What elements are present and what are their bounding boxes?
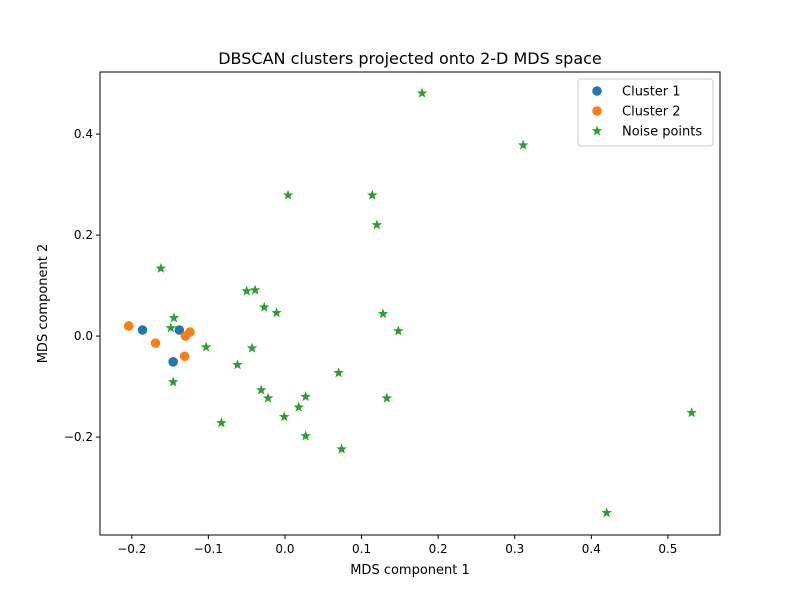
cluster-point: [185, 327, 195, 337]
cluster-point: [150, 338, 161, 348]
noise-point: [271, 307, 282, 318]
cluster-point: [168, 357, 178, 367]
y-axis-label: MDS component 2: [36, 244, 51, 364]
noise-point: [371, 219, 383, 230]
chart-title: DBSCAN clusters projected onto 2-D MDS s…: [218, 49, 602, 68]
x-tick-label: 0.0: [275, 542, 294, 556]
plot-frame: [99, 71, 721, 536]
noise-point: [259, 301, 270, 312]
noise-point: [381, 392, 393, 403]
noise-point: [155, 262, 167, 273]
noise-point: [367, 189, 378, 200]
x-tick-label: 0.4: [582, 542, 601, 556]
noise-point: [167, 376, 179, 387]
noise-point: [246, 342, 258, 353]
noise-point: [416, 87, 428, 98]
x-axis-label: MDS component 1: [350, 563, 470, 578]
y-tick-label: 0.0: [74, 329, 93, 343]
legend: Cluster 1 Cluster 2 Noise points: [577, 78, 714, 147]
noise-point: [168, 312, 180, 323]
noise-point: [686, 407, 697, 418]
noise-point: [300, 391, 311, 402]
noise-point: [216, 417, 227, 428]
noise-point: [278, 411, 290, 422]
noise-point: [601, 507, 612, 518]
noise-point: [377, 308, 389, 319]
noise-point: [517, 139, 529, 150]
noise-point: [333, 367, 344, 378]
y-tick-label: −0.2: [64, 430, 93, 444]
cluster-point: [137, 325, 148, 335]
series-noise-points: [155, 87, 697, 518]
x-tick-label: 0.3: [505, 542, 524, 556]
noise-point: [255, 384, 267, 395]
noise-point: [262, 392, 274, 403]
noise-point: [336, 443, 347, 454]
legend-marker: [592, 86, 602, 96]
legend-frame: [577, 78, 714, 147]
x-tick-label: −0.2: [117, 542, 146, 556]
noise-point: [249, 284, 261, 295]
noise-point: [282, 189, 294, 200]
y-tick-label: 0.2: [74, 228, 93, 242]
legend-label: Cluster 1: [622, 85, 681, 100]
noise-point: [165, 322, 177, 333]
series-cluster-1: [137, 325, 185, 367]
legend-label: Noise points: [622, 125, 702, 140]
noise-point: [393, 325, 404, 336]
noise-point: [241, 285, 252, 296]
noise-point: [293, 401, 304, 412]
x-tick-label: 0.2: [429, 542, 448, 556]
series-cluster-2: [123, 321, 195, 362]
noise-point: [300, 430, 311, 441]
cluster-point: [179, 351, 190, 362]
noise-point: [200, 341, 212, 352]
legend-marker: [592, 106, 602, 116]
cluster-point: [174, 325, 185, 335]
x-tick-label: 0.5: [658, 542, 677, 556]
y-tick-label: 0.4: [74, 127, 93, 141]
noise-point: [232, 359, 243, 370]
cluster-point: [123, 321, 134, 331]
x-tick-label: −0.1: [194, 542, 223, 556]
legend-label: Cluster 2: [622, 105, 681, 120]
x-tick-label: 0.1: [352, 542, 371, 556]
legend-marker: [591, 125, 603, 136]
